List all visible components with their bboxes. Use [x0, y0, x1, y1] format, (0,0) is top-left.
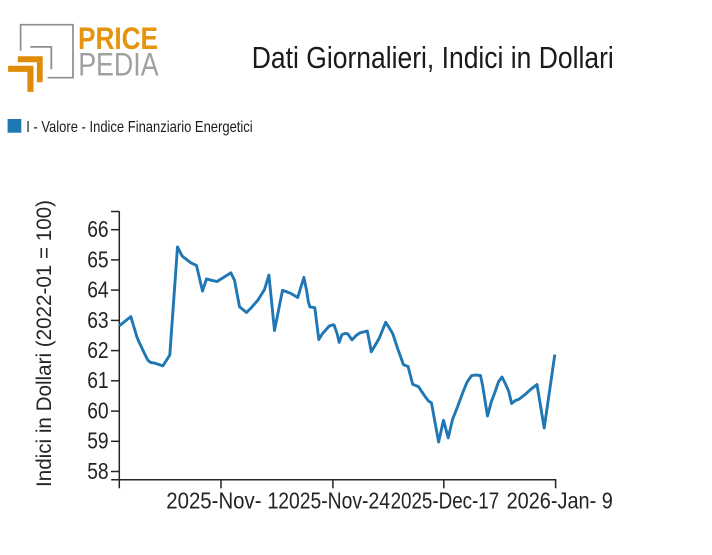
- svg-text:62: 62: [87, 337, 108, 363]
- svg-text:I - Valore - Indice Finanziari: I - Valore - Indice Finanziario Energeti…: [26, 119, 253, 136]
- svg-text:2025-Nov- 1: 2025-Nov- 1: [166, 488, 278, 514]
- svg-text:PEDIA: PEDIA: [78, 46, 159, 82]
- svg-text:64: 64: [87, 277, 108, 303]
- svg-text:2026-Jan- 9: 2026-Jan- 9: [507, 488, 613, 514]
- svg-text:Dati Giornalieri, Indici in Do: Dati Giornalieri, Indici in Dollari: [252, 40, 614, 75]
- svg-text:65: 65: [87, 246, 108, 272]
- svg-text:2025-Dec-17: 2025-Dec-17: [391, 488, 500, 514]
- svg-text:63: 63: [87, 307, 108, 333]
- svg-text:PRICE: PRICE: [78, 20, 158, 56]
- svg-text:2025-Nov-24: 2025-Nov-24: [278, 488, 390, 514]
- svg-text:59: 59: [87, 428, 108, 454]
- svg-text:Indici in Dollari (2022-01 = 1: Indici in Dollari (2022-01 = 100): [33, 200, 56, 487]
- svg-text:58: 58: [87, 458, 108, 484]
- svg-text:66: 66: [87, 216, 108, 242]
- svg-text:61: 61: [87, 367, 108, 393]
- svg-text:60: 60: [87, 397, 108, 423]
